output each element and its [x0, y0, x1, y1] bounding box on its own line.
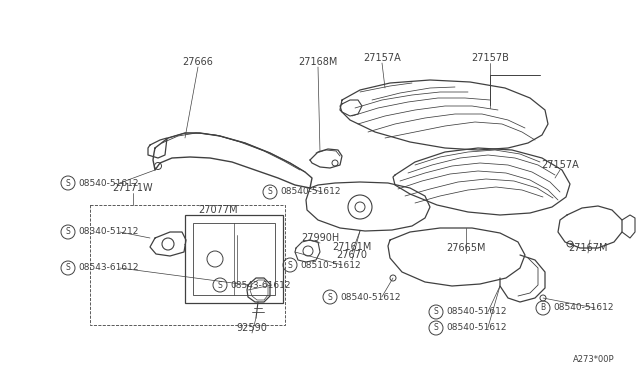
Text: S: S	[434, 324, 438, 333]
Text: 27161M: 27161M	[332, 242, 372, 252]
Text: S: S	[287, 260, 292, 269]
Text: 08540-51612: 08540-51612	[553, 304, 614, 312]
Text: 27990H: 27990H	[301, 233, 339, 243]
Text: S: S	[218, 280, 222, 289]
Text: 08543-61612: 08543-61612	[230, 280, 291, 289]
Text: 27168M: 27168M	[298, 57, 338, 67]
Text: S: S	[66, 228, 70, 237]
Text: 08540-51612: 08540-51612	[446, 324, 506, 333]
Text: 27157B: 27157B	[471, 53, 509, 63]
Bar	[185, 215, 283, 303]
Text: 08540-51612: 08540-51612	[78, 179, 138, 187]
Text: S: S	[434, 308, 438, 317]
Text: 08540-51612: 08540-51612	[280, 187, 340, 196]
Text: 08540-51612: 08540-51612	[446, 308, 506, 317]
Text: 08340-51212: 08340-51212	[78, 228, 138, 237]
Text: S: S	[66, 263, 70, 273]
Bar	[193, 223, 275, 295]
Text: 92590: 92590	[237, 323, 268, 333]
Text: S: S	[66, 179, 70, 187]
Text: 27665M: 27665M	[446, 243, 486, 253]
Text: 08543-61612: 08543-61612	[78, 263, 138, 273]
Bar	[90, 205, 285, 325]
Text: 27666: 27666	[182, 57, 213, 67]
Text: 27157A: 27157A	[541, 160, 579, 170]
Text: 27077M: 27077M	[198, 205, 238, 215]
Text: 27171W: 27171W	[113, 183, 154, 193]
Text: 27670: 27670	[337, 250, 367, 260]
Text: 27167M: 27167M	[568, 243, 608, 253]
Text: S: S	[328, 292, 332, 301]
Text: 27157A: 27157A	[363, 53, 401, 63]
Text: 08510-51612: 08510-51612	[300, 260, 360, 269]
Text: A273*00P: A273*00P	[573, 356, 615, 365]
Text: B: B	[540, 304, 545, 312]
Text: S: S	[268, 187, 273, 196]
Text: 08540-51612: 08540-51612	[340, 292, 401, 301]
